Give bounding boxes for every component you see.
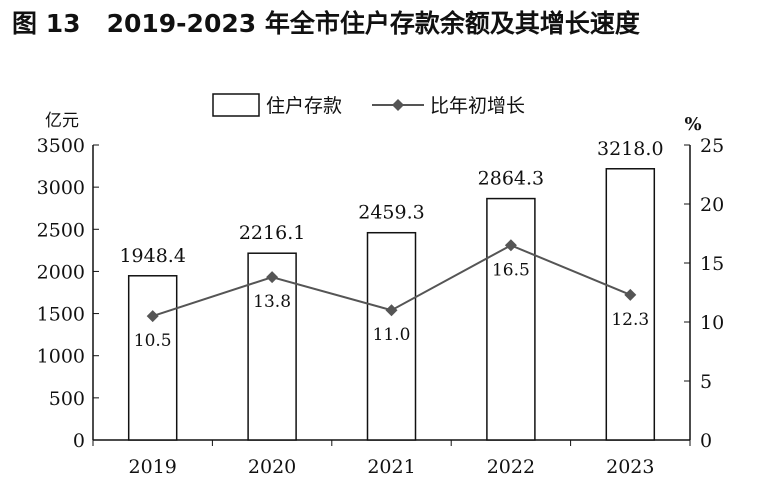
line-value-label: 13.8 bbox=[253, 292, 291, 312]
legend-line-marker bbox=[392, 99, 404, 111]
line-label-bg bbox=[132, 328, 173, 351]
right-tick-label: 25 bbox=[700, 135, 724, 157]
right-tick-label: 20 bbox=[700, 194, 724, 216]
x-tick-label: 2023 bbox=[606, 456, 654, 478]
bar bbox=[127, 275, 178, 441]
line-value-label: 16.5 bbox=[492, 260, 530, 280]
right-tick-label: 15 bbox=[700, 253, 724, 275]
line-marker bbox=[146, 310, 159, 323]
x-tick-label: 2020 bbox=[248, 456, 296, 478]
bar bbox=[605, 168, 656, 441]
left-tick-label: 500 bbox=[49, 388, 85, 410]
legend-bar-swatch bbox=[212, 93, 260, 117]
line-value-label: 10.5 bbox=[134, 331, 172, 351]
right-tick-label: 5 bbox=[700, 371, 712, 393]
line-marker bbox=[624, 288, 637, 301]
chart-title: 图 13 2019-2023 年全市住户存款余额及其增长速度 bbox=[12, 9, 640, 38]
line-value-label: 12.3 bbox=[611, 310, 649, 330]
left-tick-label: 0 bbox=[73, 430, 85, 452]
left-tick-label: 3500 bbox=[37, 135, 85, 157]
x-tick-label: 2019 bbox=[129, 456, 177, 478]
bar-value-label: 2459.3 bbox=[358, 202, 424, 224]
legend-line-label: 比年初增长 bbox=[430, 95, 525, 117]
line-marker bbox=[385, 304, 398, 317]
line-value-label: 11.0 bbox=[373, 325, 411, 345]
left-axis-label: 亿元 bbox=[45, 111, 79, 131]
left-tick-label: 1000 bbox=[37, 346, 85, 368]
left-tick-label: 2500 bbox=[37, 219, 85, 241]
bar-value-label: 2864.3 bbox=[478, 168, 544, 190]
bar-value-label: 2216.1 bbox=[239, 222, 305, 244]
right-tick-label: 10 bbox=[700, 312, 724, 334]
line-marker bbox=[504, 239, 517, 252]
legend-bar-label: 住户存款 bbox=[266, 95, 342, 117]
bar-value-label: 1948.4 bbox=[119, 245, 185, 267]
left-tick-label: 3000 bbox=[37, 177, 85, 199]
right-axis-label: % bbox=[684, 114, 701, 135]
x-tick-label: 2022 bbox=[487, 456, 535, 478]
bar-value-label: 3218.0 bbox=[597, 138, 663, 160]
bar bbox=[247, 252, 297, 441]
line-label-bg bbox=[610, 306, 651, 329]
line-label-bg bbox=[371, 322, 412, 345]
right-tick-label: 0 bbox=[700, 430, 712, 452]
line-label-bg bbox=[252, 289, 293, 312]
line-label-bg bbox=[490, 257, 531, 280]
line-marker bbox=[266, 271, 279, 284]
x-tick-label: 2021 bbox=[367, 456, 415, 478]
left-tick-label: 2000 bbox=[37, 261, 85, 283]
bar bbox=[486, 197, 536, 441]
left-tick-label: 1500 bbox=[37, 304, 85, 326]
